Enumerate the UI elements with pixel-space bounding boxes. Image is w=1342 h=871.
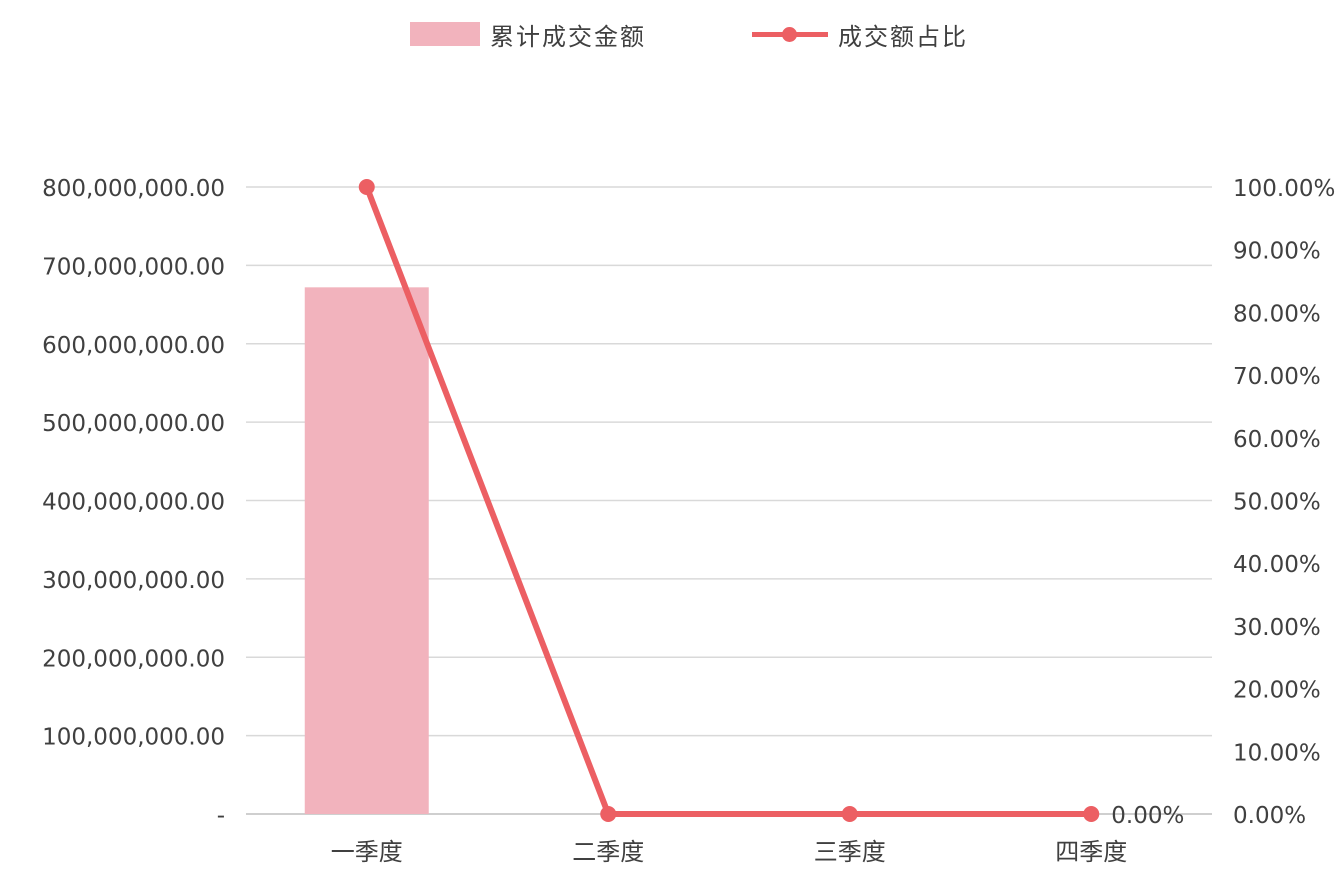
line-point	[1083, 806, 1100, 822]
y-right-tick-label: 100.00%	[1233, 176, 1335, 202]
y-right-tick-label: 40.00%	[1233, 552, 1321, 578]
y-left-tick-label: 700,000,000.00	[42, 254, 225, 280]
line-point	[358, 179, 375, 195]
data-label: 0.00%	[1111, 803, 1184, 829]
legend-item-cumulative-amount[interactable]: 累计成交金额	[410, 14, 646, 54]
legend-label-amount-share: 成交额占比	[838, 22, 968, 51]
y-left-tick-label: 400,000,000.00	[42, 490, 225, 516]
x-tick-label: 二季度	[572, 838, 644, 866]
legend-line-swatch	[752, 22, 828, 46]
y-right-tick-label: 20.00%	[1233, 678, 1321, 704]
y-right-tick-label: 70.00%	[1233, 364, 1321, 390]
line-point	[600, 806, 617, 822]
legend-line-marker	[782, 27, 797, 42]
y-right-tick-label: 50.00%	[1233, 490, 1321, 516]
bar	[304, 287, 429, 814]
y-right-tick-label: 30.00%	[1233, 615, 1321, 641]
y-right-tick-label: 90.00%	[1233, 239, 1321, 265]
y-left-tick-label: 800,000,000.00	[42, 176, 225, 202]
y-right-tick-label: 60.00%	[1233, 427, 1321, 453]
x-tick-label: 一季度	[331, 838, 403, 866]
line-series	[363, 185, 1092, 817]
line-point	[841, 806, 858, 822]
legend-item-amount-share[interactable]: 成交额占比	[752, 14, 968, 54]
legend-label-cumulative-amount: 累计成交金额	[490, 22, 646, 51]
legend: 累计成交金额 成交额占比	[0, 14, 1342, 54]
y-left-tick-label: -	[217, 803, 225, 829]
y-left-tick-label: 300,000,000.00	[42, 568, 225, 594]
y-left-tick-label: 600,000,000.00	[42, 333, 225, 359]
y-left-tick-label: 500,000,000.00	[42, 411, 225, 437]
y-right-tick-label: 10.00%	[1233, 740, 1321, 766]
y-left-tick-label: 100,000,000.00	[42, 725, 225, 751]
y-left-tick-label: 200,000,000.00	[42, 646, 225, 672]
x-tick-label: 三季度	[814, 838, 886, 866]
y-right-tick-label: 80.00%	[1233, 301, 1321, 327]
y-right-tick-label: 0.00%	[1233, 803, 1306, 829]
legend-bar-swatch	[410, 22, 480, 46]
x-tick-label: 四季度	[1055, 838, 1127, 866]
